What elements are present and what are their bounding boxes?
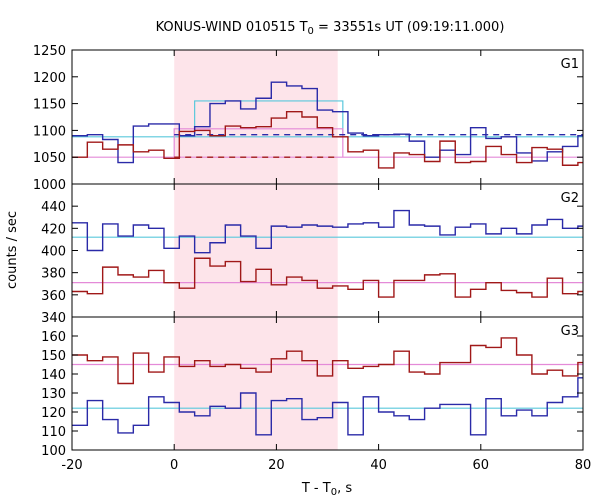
y-tick-label: 400 bbox=[41, 245, 66, 260]
y-tick-label: 380 bbox=[41, 267, 66, 282]
y-tick-label: 340 bbox=[41, 311, 66, 326]
panel-label: G2 bbox=[561, 191, 579, 206]
y-tick-label: 140 bbox=[41, 368, 66, 383]
y-tick-label: 150 bbox=[41, 349, 66, 364]
y-tick-label: 420 bbox=[41, 222, 66, 237]
light-curve-blue bbox=[72, 377, 583, 436]
light-curve-red bbox=[72, 257, 583, 298]
panels-group: 100010501100115012001250G134036038040042… bbox=[33, 44, 591, 473]
highlight-region bbox=[174, 184, 338, 317]
y-tick-label: 1250 bbox=[33, 44, 66, 59]
y-tick-label: 120 bbox=[41, 406, 66, 421]
source-level-pink bbox=[173, 128, 344, 158]
x-tick-label: 80 bbox=[575, 458, 592, 473]
y-tick-label: 130 bbox=[41, 387, 66, 402]
light-curve-blue bbox=[72, 209, 583, 254]
y-tick-label: 160 bbox=[41, 330, 66, 345]
light-curve-red bbox=[72, 337, 583, 385]
chart-title: KONUS-WIND 010515 T0 = 33551s UT (09:19:… bbox=[156, 20, 505, 37]
y-tick-label: 360 bbox=[41, 289, 66, 304]
x-tick-label: 0 bbox=[170, 458, 178, 473]
y-tick-label: 1050 bbox=[33, 151, 66, 166]
y-tick-label: 1150 bbox=[33, 98, 66, 113]
x-tick-label: 20 bbox=[268, 458, 285, 473]
y-tick-label: 1200 bbox=[33, 71, 66, 86]
y-tick-label: 1000 bbox=[33, 178, 66, 193]
panel-frame bbox=[71, 316, 584, 451]
x-tick-label: 60 bbox=[473, 458, 490, 473]
source-level-cyan bbox=[194, 100, 344, 137]
x-tick-label: -20 bbox=[61, 458, 82, 473]
panel-g2: 340 360 380 400 420 440 G2 bbox=[41, 183, 584, 326]
y-tick-label: 1100 bbox=[33, 124, 66, 139]
x-axis-label: T - T0, s bbox=[301, 481, 352, 498]
panel-g1: 1000 1050 1100 1150 1200 1250 G1 bbox=[33, 44, 584, 193]
panel-label: G3 bbox=[561, 324, 579, 339]
panel-g3: 100 110 120 130 140 150 160 G3 bbox=[41, 316, 584, 459]
y-axis-label: counts / sec bbox=[5, 211, 20, 289]
x-tick-label: 40 bbox=[370, 458, 387, 473]
y-tick-label: 110 bbox=[41, 425, 66, 440]
panel-label: G1 bbox=[561, 57, 579, 72]
y-tick-label: 100 bbox=[41, 444, 66, 459]
y-tick-label: 440 bbox=[41, 200, 66, 215]
light-curve-blue bbox=[72, 81, 583, 164]
light-curve-red bbox=[72, 110, 583, 169]
